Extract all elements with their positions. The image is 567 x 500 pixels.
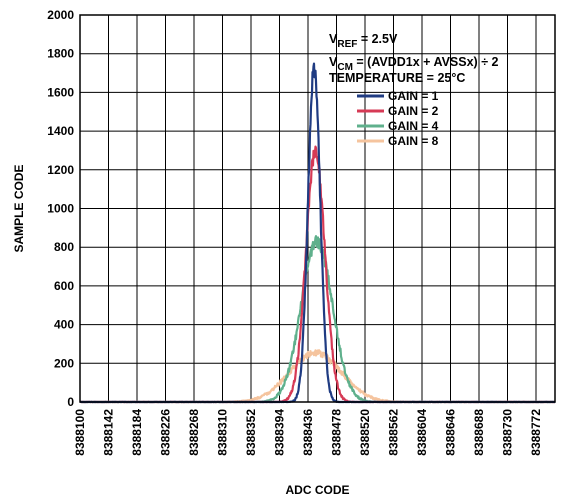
chart-annotation: VREF = 2.5V	[329, 32, 398, 50]
y-tick-label: 200	[54, 356, 74, 370]
y-tick-label: 1000	[47, 202, 74, 216]
y-tick-label: 1400	[47, 124, 74, 138]
x-tick-label: 8388394	[273, 409, 287, 456]
legend-label: GAIN = 2	[388, 104, 439, 118]
y-tick-labels: 0 200 400 600 800 1000 1200 1400 1600 1800 2000	[47, 8, 74, 409]
y-tick-label: 1200	[47, 163, 74, 177]
x-tick-label: 8388688	[472, 409, 486, 456]
grid-lines	[79, 14, 555, 403]
x-tick-label: 8388226	[159, 409, 173, 456]
x-tick-label: 8388604	[415, 409, 429, 456]
y-tick-label: 800	[54, 240, 74, 254]
y-tick-label: 1800	[47, 47, 74, 61]
x-tick-label: 8388142	[102, 409, 116, 456]
y-tick-label: 1600	[47, 85, 74, 99]
plot-frame	[79, 14, 556, 403]
chart-annotations: VREF = 2.5V VCM = (AVDD1x + AVSSx) ÷ 2TEM…	[329, 32, 499, 85]
x-tick-label: 8388184	[130, 409, 144, 456]
x-tick-label: 8388730	[501, 409, 515, 456]
y-axis-title: SAMPLE CODE	[12, 164, 26, 252]
legend-label: GAIN = 4	[388, 119, 439, 133]
x-tick-labels: 8388100 8388142 8388184 8388226 8388268 83883…	[73, 409, 543, 456]
chart-annotation: TEMPERATURE = 25°C	[329, 71, 465, 85]
x-axis-title: ADC CODE	[285, 483, 349, 497]
y-tick-label: 600	[54, 279, 74, 293]
legend-label: GAIN = 1	[388, 89, 439, 103]
y-tick-label: 400	[54, 318, 74, 332]
y-tick-label: 2000	[47, 8, 74, 22]
x-tick-label: 8388310	[216, 409, 230, 456]
x-tick-label: 8388478	[330, 409, 344, 456]
x-tick-label: 8388436	[301, 409, 315, 456]
chart-annotation: VCM = (AVDD1x + AVSSx) ÷ 2	[329, 55, 499, 73]
x-tick-label: 8388352	[244, 409, 258, 456]
legend-label: GAIN = 8	[388, 134, 439, 148]
series-lines	[79, 62, 556, 404]
x-tick-label: 8388646	[444, 409, 458, 456]
y-tick-label: 0	[67, 395, 74, 409]
x-tick-label: 8388562	[387, 409, 401, 456]
x-tick-label: 8388268	[187, 409, 201, 456]
series-line	[79, 349, 556, 404]
x-tick-label: 8388100	[73, 409, 87, 456]
x-tick-label: 8388520	[358, 409, 372, 456]
x-tick-label: 8388772	[529, 409, 543, 456]
series-line	[79, 235, 556, 404]
